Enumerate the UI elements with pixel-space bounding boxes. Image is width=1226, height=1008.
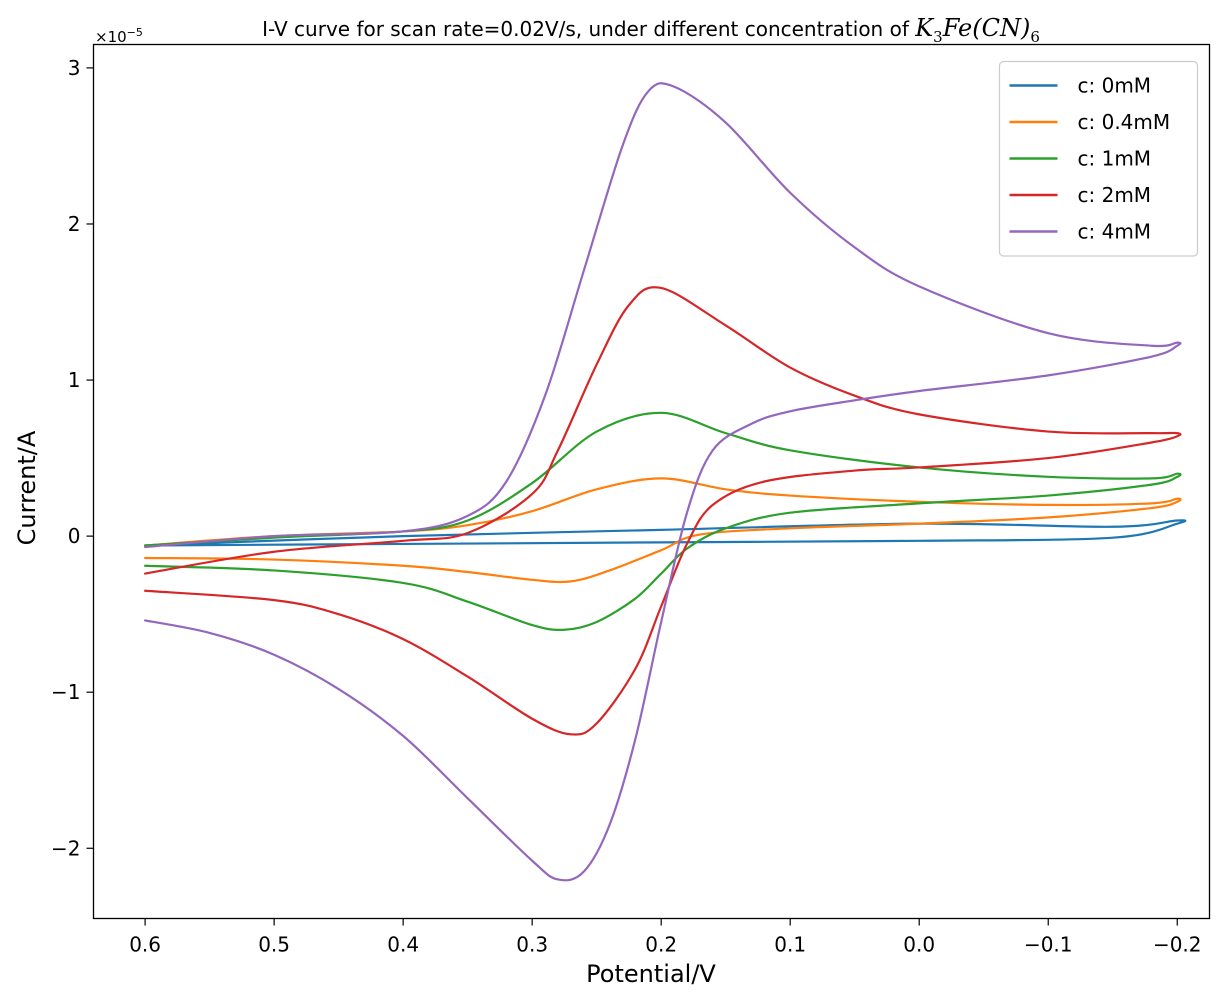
legend-label: c: 0.4mM [1078,110,1171,134]
formula-subscript-1: 3 [933,27,943,46]
y-tick-label: 1 [68,368,81,392]
y-tick-label: 3 [68,56,81,80]
formula-middle: Fe(CN) [942,14,1031,42]
chart-title-text: I-V curve for scan rate=0.02V/s, under d… [262,17,916,41]
axes-frame [92,43,1211,920]
series-line-4 [144,286,1182,736]
y-axis-ticks: −2 −1 0 1 2 3 [51,56,94,860]
legend-label: c: 4mM [1078,220,1152,244]
x-tick-label: 0.6 [129,933,161,957]
x-tick-label: −0.2 [1153,933,1202,957]
legend-label: c: 2mM [1078,183,1152,207]
chart-title-formula: K3Fe(CN)6 [915,14,1040,46]
y-tick-label: 0 [68,524,81,548]
x-tick-label: 0.2 [645,933,677,957]
y-tick-label: −2 [51,836,80,860]
formula-subscript-2: 6 [1030,27,1040,46]
y-offset-exponent: −5 [126,26,143,39]
y-tick-label: −1 [51,680,80,704]
y-axis-label: Current/A [13,430,41,546]
series-line-3 [144,411,1182,632]
legend-label: c: 0mM [1078,74,1152,98]
series-layer [144,82,1187,882]
x-tick-label: 0.3 [516,933,548,957]
x-tick-label: 0.4 [387,933,419,957]
x-tick-label: 0.1 [774,933,806,957]
x-axis-label: Potential/V [586,960,716,988]
legend: c: 0mM c: 0.4mM c: 1mM c: 2mM c: 4mM [998,60,1199,257]
series-line-2 [144,477,1182,584]
x-axis-ticks: 0.6 0.5 0.4 0.3 0.2 0.1 0.0 −0.1 −0.2 [129,918,1202,957]
series-line-1 [144,519,1187,547]
legend-label: c: 1mM [1078,147,1152,171]
x-tick-label: −0.1 [1024,933,1073,957]
formula-species: K [915,14,934,42]
legend-box [998,60,1199,257]
y-offset-base: ×10 [95,28,127,46]
x-tick-label: 0.5 [258,933,290,957]
x-tick-label: 0.0 [903,933,935,957]
y-tick-label: 2 [68,212,81,236]
chart-title: I-V curve for scan rate=0.02V/s, under d… [93,14,1209,46]
series-line-5 [144,82,1182,882]
y-axis-offset-label: ×10−5 [95,26,143,46]
